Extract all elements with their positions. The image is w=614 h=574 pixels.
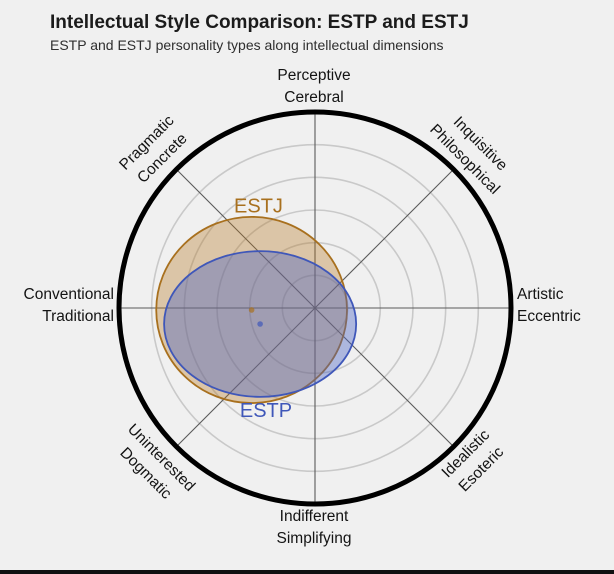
axis-label-line: Traditional xyxy=(42,308,114,325)
axis-label-line: Cerebral xyxy=(284,89,344,106)
axis-label-line: Perceptive xyxy=(277,67,351,84)
series-center-dot-estj xyxy=(248,307,255,313)
series-label-estj: ESTJ xyxy=(234,195,283,217)
axis-label-artistic-eccentric: Artistic Eccentric xyxy=(517,284,581,328)
figure-bottom-edge xyxy=(0,570,614,574)
series-label-estp: ESTP xyxy=(240,400,292,422)
axis-label-indifferent-simplifying: Indifferent Simplifying xyxy=(277,506,352,550)
axis-label-line: Simplifying xyxy=(276,530,352,547)
axis-label-line: Indifferent xyxy=(279,508,349,525)
chart-subtitle: ESTP and ESTJ personality types along in… xyxy=(50,37,444,53)
outer-ring xyxy=(116,109,514,507)
series-center-dot-estp xyxy=(257,321,263,327)
axis-label-conventional-traditional: Conventional Traditional xyxy=(24,284,114,328)
axis-spoke xyxy=(176,169,454,447)
chart-title: Intellectual Style Comparison: ESTP and … xyxy=(50,12,469,33)
axis-label-line: Eccentric xyxy=(517,308,581,325)
axis-label-line: Artistic xyxy=(517,286,564,303)
axis-label-line: Conventional xyxy=(23,286,114,303)
axis-label-perceptive-cerebral: Perceptive Cerebral xyxy=(277,65,350,109)
